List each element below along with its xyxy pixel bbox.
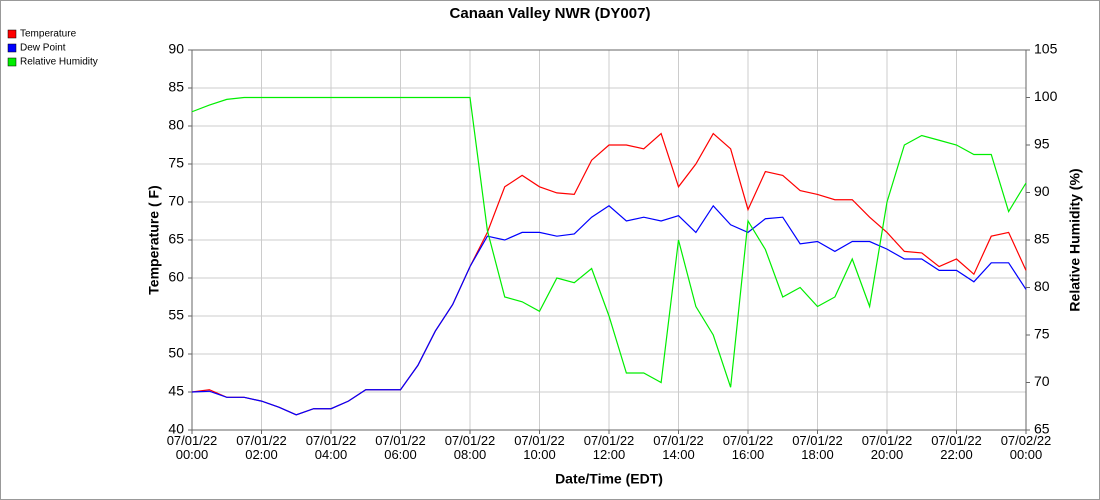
x-axis-label: Date/Time (EDT) bbox=[555, 471, 663, 487]
legend-label: Relative Humidity bbox=[20, 57, 98, 68]
x-tick-label: 07/01/22 20:00 bbox=[862, 433, 913, 462]
legend-label: Dew Point bbox=[20, 43, 66, 54]
y-tick-label: 40 bbox=[168, 421, 184, 437]
y2-tick-label: 95 bbox=[1034, 136, 1050, 152]
y-tick-label: 60 bbox=[168, 269, 184, 285]
y-tick-label: 75 bbox=[168, 155, 184, 171]
x-tick-label: 07/01/22 14:00 bbox=[653, 433, 704, 462]
y-tick-label: 80 bbox=[168, 117, 184, 133]
y-tick-label: 90 bbox=[168, 41, 184, 57]
y-axis-label: Temperature ( F) bbox=[146, 185, 162, 294]
y2-tick-label: 105 bbox=[1034, 41, 1058, 57]
x-tick-label: 07/01/22 18:00 bbox=[792, 433, 843, 462]
series-line bbox=[191, 96, 1027, 388]
y2-tick-label: 85 bbox=[1034, 231, 1050, 247]
y2-tick-label: 80 bbox=[1034, 278, 1050, 294]
x-tick-label: 07/01/22 02:00 bbox=[236, 433, 287, 462]
legend-swatch bbox=[7, 43, 17, 53]
y-tick-label: 45 bbox=[168, 383, 184, 399]
y-tick-label: 85 bbox=[168, 79, 184, 95]
y-tick-label: 70 bbox=[168, 193, 184, 209]
y2-tick-label: 100 bbox=[1034, 88, 1058, 104]
series-line bbox=[191, 204, 1027, 416]
x-tick-label: 07/01/22 22:00 bbox=[931, 433, 982, 462]
y-tick-label: 65 bbox=[168, 231, 184, 247]
y-tick-label: 55 bbox=[168, 307, 184, 323]
plot-border bbox=[191, 49, 1027, 431]
y2-tick-label: 70 bbox=[1034, 373, 1050, 389]
chart-title: Canaan Valley NWR (DY007) bbox=[450, 5, 651, 22]
y-tick-label: 50 bbox=[168, 345, 184, 361]
x-tick-label: 07/01/22 00:00 bbox=[167, 433, 218, 462]
x-tick-label: 07/02/22 00:00 bbox=[1001, 433, 1052, 462]
x-tick-label: 07/01/22 10:00 bbox=[514, 433, 565, 462]
x-tick-label: 07/01/22 12:00 bbox=[584, 433, 635, 462]
y2-tick-label: 65 bbox=[1034, 421, 1050, 437]
y2-tick-label: 75 bbox=[1034, 326, 1050, 342]
y2-axis-label: Relative Humidity (%) bbox=[1067, 168, 1083, 311]
x-tick-label: 07/01/22 06:00 bbox=[375, 433, 426, 462]
x-tick-label: 07/01/22 04:00 bbox=[306, 433, 357, 462]
y2-tick-label: 90 bbox=[1034, 183, 1050, 199]
legend-swatch bbox=[7, 29, 17, 39]
legend-label: Temperature bbox=[20, 29, 77, 40]
x-tick-label: 07/01/22 08:00 bbox=[445, 433, 496, 462]
legend-swatch bbox=[7, 57, 17, 67]
x-tick-label: 07/01/22 16:00 bbox=[723, 433, 774, 462]
